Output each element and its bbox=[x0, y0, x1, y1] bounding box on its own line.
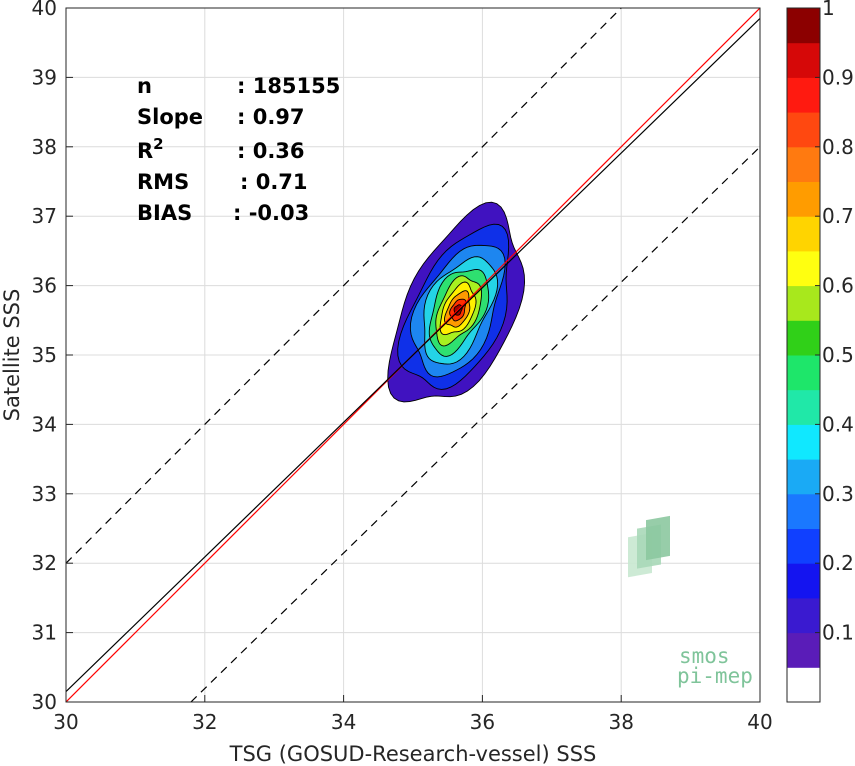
density-contours bbox=[387, 201, 526, 403]
colorbar-segment bbox=[787, 493, 820, 529]
colorbar-tick-label: 0.8 bbox=[822, 135, 854, 159]
colorbar-segment bbox=[787, 563, 820, 599]
stat-value: : 0.97 bbox=[237, 105, 305, 129]
y-tick-label: 38 bbox=[32, 135, 57, 159]
colorbar-segment bbox=[787, 112, 820, 148]
colorbar-segment bbox=[787, 389, 820, 425]
reference-line bbox=[66, 17, 760, 693]
colorbar-tick-label: 0.6 bbox=[822, 274, 854, 298]
colorbar-tick-label: 0.2 bbox=[822, 551, 854, 575]
colorbar-tick-label: 0.4 bbox=[822, 412, 854, 436]
x-tick-label: 38 bbox=[608, 710, 633, 734]
y-tick-label: 34 bbox=[32, 412, 57, 436]
colorbar-segment bbox=[787, 181, 820, 217]
x-axis-ticks: 30 32 34 36 38 40 bbox=[53, 695, 773, 734]
colorbar-segment bbox=[787, 42, 820, 78]
x-axis-label: TSG (GOSUD-Research-vessel) SSS bbox=[229, 742, 597, 766]
colorbar-tick-label: 0.5 bbox=[822, 343, 854, 367]
x-tick-label: 34 bbox=[331, 710, 356, 734]
stat-value: : 185155 bbox=[237, 74, 340, 98]
colorbar-segment bbox=[787, 8, 820, 44]
colorbar-segment bbox=[787, 459, 820, 495]
logo-text-line2: pi-mep bbox=[677, 664, 753, 688]
y-tick-label: 40 bbox=[32, 0, 57, 20]
colorbar-tick-label: 1 bbox=[822, 0, 835, 20]
y-tick-label: 36 bbox=[32, 274, 57, 298]
colorbar-segment bbox=[787, 250, 820, 287]
colorbar-segment bbox=[787, 632, 820, 668]
colorbar-segment bbox=[787, 320, 820, 356]
statistics-box: n : 185155 Slope : 0.97 R2 : 0.36 RMS : 0.71 BIA… bbox=[137, 74, 340, 225]
y-tick-label: 32 bbox=[32, 551, 57, 575]
stat-value: : 0.36 bbox=[237, 139, 305, 163]
colorbar-tick-label: 0.1 bbox=[822, 621, 854, 645]
colorbar-segment bbox=[787, 597, 820, 634]
colorbar-segment bbox=[787, 77, 820, 113]
colorbar-segment bbox=[787, 146, 820, 182]
logo-text-line1: smos bbox=[679, 644, 730, 668]
x-tick-label: 32 bbox=[192, 710, 217, 734]
colorbar-segment bbox=[787, 528, 820, 564]
colorbar-segment bbox=[787, 285, 820, 321]
colorbar-segment bbox=[787, 424, 820, 460]
y-tick-label: 31 bbox=[32, 621, 57, 645]
stat-value: : -0.03 bbox=[233, 201, 309, 225]
y-tick-label: 30 bbox=[32, 690, 57, 714]
x-tick-label: 30 bbox=[53, 710, 78, 734]
colorbar-segment bbox=[787, 216, 820, 252]
colorbar-tick-label: 0.9 bbox=[822, 65, 854, 89]
stat-label: RMS bbox=[137, 170, 189, 194]
y-axis-ticks: 30 31 32 33 34 35 36 37 38 39 40 bbox=[32, 0, 73, 714]
stat-value: : 0.71 bbox=[240, 170, 308, 194]
stat-label: R2 bbox=[137, 135, 164, 163]
y-tick-label: 39 bbox=[32, 65, 57, 89]
y-tick-label: 37 bbox=[32, 204, 57, 228]
colorbar-tick-label: 0.3 bbox=[822, 482, 854, 506]
logo-layer-shape bbox=[646, 515, 670, 561]
stat-label: BIAS bbox=[137, 201, 192, 225]
colorbar-segment bbox=[787, 355, 820, 391]
y-tick-label: 33 bbox=[32, 482, 57, 506]
y-axis-label: Satellite SSS bbox=[0, 289, 24, 422]
y-tick-label: 35 bbox=[32, 343, 57, 367]
colorbar-tick-label: 0.7 bbox=[822, 204, 854, 228]
reference-line bbox=[190, 146, 760, 702]
x-tick-label: 36 bbox=[470, 710, 495, 734]
stat-label: Slope bbox=[137, 105, 203, 129]
reference-lines bbox=[66, 8, 760, 702]
colorbar-segment bbox=[787, 667, 820, 703]
reference-line bbox=[66, 8, 622, 564]
stat-superscript: 2 bbox=[153, 135, 163, 153]
colorbar: 0.1 0.2 0.3 0.4 0.5 0.6 0.7 0.8 0.9 1 bbox=[786, 0, 854, 703]
stat-label: n bbox=[137, 74, 152, 98]
x-tick-label: 40 bbox=[747, 710, 772, 734]
